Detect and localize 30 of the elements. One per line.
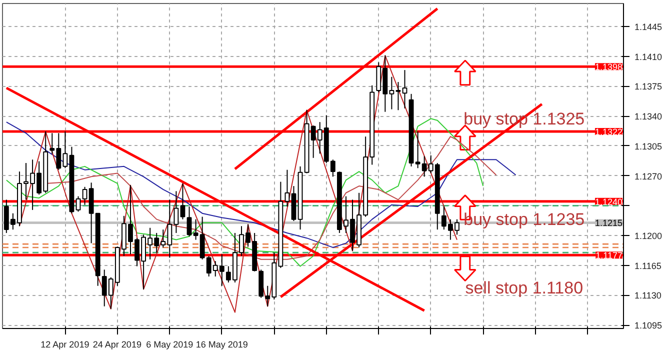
ref-line-label: 1.1322	[594, 126, 623, 137]
line-series	[45, 136, 497, 260]
candlestick	[200, 216, 205, 260]
candlestick	[193, 218, 198, 240]
y-tick-label: 1.1445	[634, 22, 662, 32]
annotation: sell stop 1.1180	[465, 278, 584, 298]
y-tick-label: 1.1375	[634, 82, 662, 92]
candlestick	[82, 186, 88, 206]
x-tick-label: 16 May 2019	[196, 340, 248, 350]
y-tick-label: 1.1165	[634, 260, 662, 271]
x-tick-label: 6 May 2019	[146, 340, 194, 350]
candlestick	[402, 70, 408, 109]
y-tick-label: 1.1410	[634, 52, 662, 62]
ref-line-label: 1.1177	[596, 250, 622, 261]
y-tick-label: 1.1305	[634, 141, 662, 152]
y-tick-label: 1.1130	[634, 290, 662, 301]
ref-line-label: 1.1240	[594, 196, 623, 207]
y-tick-label: 1.1200	[634, 231, 662, 242]
ref-line-label: 1.1215	[594, 218, 623, 228]
candlestick	[180, 182, 186, 220]
x-tick-label: 24 Apr 2019	[92, 340, 142, 350]
candlestick	[186, 206, 192, 237]
y-tick-label: 1.1095	[634, 320, 662, 331]
y-tick-label: 1.1340	[634, 112, 662, 122]
annotation: buy stop 1.1235	[464, 210, 585, 230]
ref-line-label: 1.1398	[594, 62, 623, 72]
candlestick	[76, 196, 81, 212]
x-tick-label: 12 Apr 2019	[40, 340, 90, 350]
y-tick-label: 1.1270	[634, 171, 662, 182]
candlestick	[396, 81, 401, 111]
